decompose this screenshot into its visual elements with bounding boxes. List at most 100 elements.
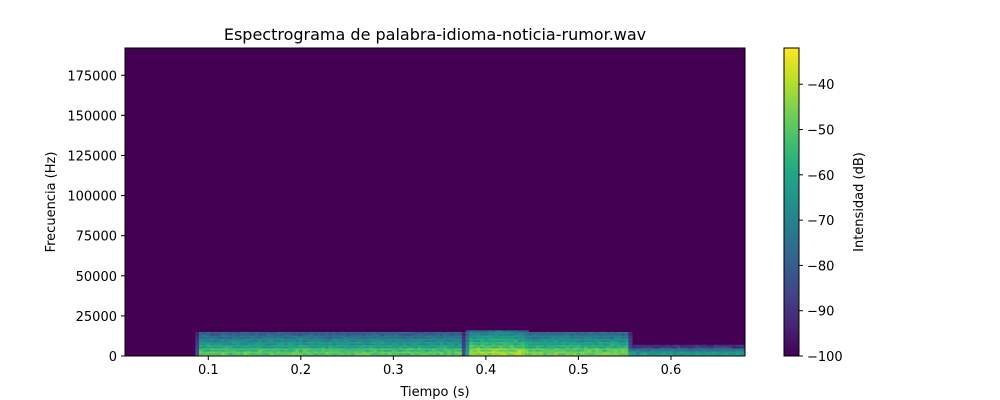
spectrogram-cell [406,346,411,349]
spectrogram-cell [658,354,663,356]
spectrogram-cell [498,346,503,349]
spectrogram-cell [373,336,378,339]
spectrogram-cell [265,349,270,352]
spectrogram-cell [521,331,526,334]
spectrogram-cell [298,341,304,344]
spectrogram-cell [273,331,278,334]
spectrogram-cell [506,343,511,346]
spectrogram-cell [287,347,292,350]
spectrogram-cell [484,351,489,354]
spectrogram-cell [580,335,585,338]
spectrogram-cell [454,333,459,336]
spectrogram-cell [354,343,359,346]
spectrogram-cell [361,338,366,341]
spectrogram-cell [698,354,703,356]
spectrogram-cell [384,341,389,344]
spectrogram-cell [546,335,552,338]
spectrogram-cell [561,344,566,347]
spectrogram-cell [606,336,611,339]
spectrogram-cell [373,335,378,338]
spectrogram-cell [450,352,455,355]
spectrogram-cell [550,339,555,342]
spectrogram-cell [376,338,381,341]
spectrogram-cell [317,341,322,344]
spectrogram-cell [298,339,304,342]
spectrogram-cell [328,352,333,355]
spectrogram-cell [565,341,570,344]
spectrogram-cell [535,341,540,344]
spectrogram-cell [391,333,396,336]
spectrogram-cell [243,333,248,336]
spectrogram-cell [628,354,633,356]
spectrogram-cell [532,341,537,344]
spectrogram-cell [387,349,392,352]
spectrogram-cell [469,344,474,347]
spectrogram-cell [332,339,337,342]
spectrogram-cell [298,331,304,334]
spectrogram-cell [469,346,474,349]
spectrogram-cell [702,354,707,356]
spectrogram-cell [506,339,511,342]
spectrogram-cell [621,343,626,346]
spectrogram-cell [365,346,370,349]
spectrogram-cell [239,333,244,336]
spectrogram-cell [621,352,626,355]
spectrogram-cell [443,343,448,346]
spectrogram-cell [202,331,207,334]
spectrogram-cell [624,331,629,334]
spectrogram-cell [398,351,404,354]
spectrogram-cell [373,338,378,341]
spectrogram-cell [310,333,315,336]
spectrogram-cell [239,341,244,344]
spectrogram-cell [702,344,707,347]
spectrogram-cell [236,331,241,334]
spectrogram-cell [502,343,507,346]
spectrogram-cell [317,352,322,355]
spectrogram-cell [343,341,348,344]
spectrogram-cell [606,347,611,350]
spectrogram-cell [709,344,714,347]
spectrogram-cell [354,336,359,339]
spectrogram-cell [365,331,370,334]
spectrogram-cell [543,346,548,349]
spectrogram-cell [269,338,274,341]
spectrogram-cell [602,336,607,339]
spectrogram-cell [210,341,215,344]
spectrogram-cell [506,346,511,349]
spectrogram-cell [343,335,348,338]
spectrogram-cell [265,343,270,346]
spectrogram-cell [284,339,289,342]
spectrogram-cell [713,352,718,355]
spectrogram-cell [484,347,489,350]
spectrogram-cell [687,352,692,355]
spectrogram-cell [572,346,577,349]
spectrogram-cell [602,344,607,347]
spectrogram-cell [199,331,204,334]
spectrogram-cell [495,347,500,350]
spectrogram-cell [606,354,611,356]
spectrogram-cell [339,343,344,346]
spectrogram-cell [395,336,400,339]
spectrogram-cell [598,344,603,347]
spectrogram-cell [428,354,433,356]
spectrogram-cell [265,351,270,354]
spectrogram-cell [369,347,374,350]
spectrogram-cell [465,349,470,352]
spectrogram-cell [680,351,685,354]
spectrogram-cell [561,354,566,356]
spectrogram-cell [221,335,226,338]
spectrogram-cell [391,336,396,339]
spectrogram-cell [387,341,392,344]
spectrogram-cell [224,338,230,341]
spectrogram-cell [724,346,729,349]
spectrogram-cell [465,330,470,333]
spectrogram-cell [683,349,689,352]
spectrogram-cell [539,349,544,352]
spectrogram-cell [206,336,211,339]
spectrogram-cell [343,347,348,350]
spectrogram-cell [476,333,481,336]
spectrogram-cell [639,349,644,352]
spectrogram-cell [280,351,285,354]
spectrogram-cell [328,351,333,354]
spectrogram-cell [428,343,433,346]
